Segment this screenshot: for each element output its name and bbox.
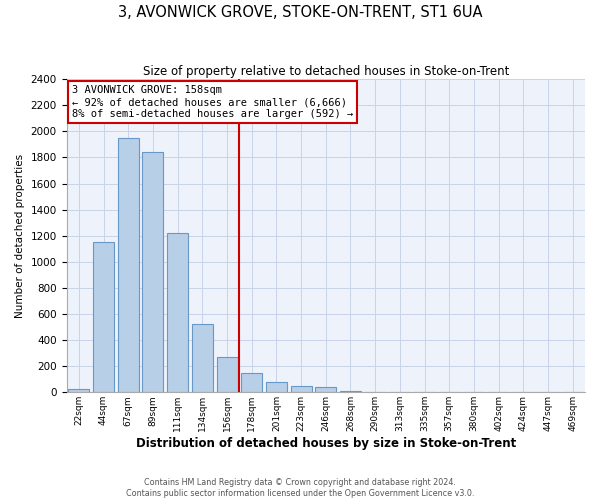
- Bar: [118, 138, 139, 392]
- Bar: [192, 324, 213, 392]
- Bar: [290, 386, 311, 392]
- Y-axis label: Number of detached properties: Number of detached properties: [15, 154, 25, 318]
- Bar: [142, 152, 163, 392]
- Bar: [241, 372, 262, 392]
- Title: Size of property relative to detached houses in Stoke-on-Trent: Size of property relative to detached ho…: [143, 65, 509, 78]
- Bar: [93, 242, 114, 392]
- Bar: [167, 233, 188, 392]
- Bar: [315, 387, 336, 392]
- Text: 3, AVONWICK GROVE, STOKE-ON-TRENT, ST1 6UA: 3, AVONWICK GROVE, STOKE-ON-TRENT, ST1 6…: [118, 5, 482, 20]
- Bar: [340, 391, 361, 392]
- Text: Contains HM Land Registry data © Crown copyright and database right 2024.
Contai: Contains HM Land Registry data © Crown c…: [126, 478, 474, 498]
- Bar: [217, 357, 238, 392]
- X-axis label: Distribution of detached houses by size in Stoke-on-Trent: Distribution of detached houses by size …: [136, 437, 516, 450]
- Text: 3 AVONWICK GROVE: 158sqm
← 92% of detached houses are smaller (6,666)
8% of semi: 3 AVONWICK GROVE: 158sqm ← 92% of detach…: [72, 86, 353, 118]
- Bar: [266, 382, 287, 392]
- Bar: [68, 389, 89, 392]
